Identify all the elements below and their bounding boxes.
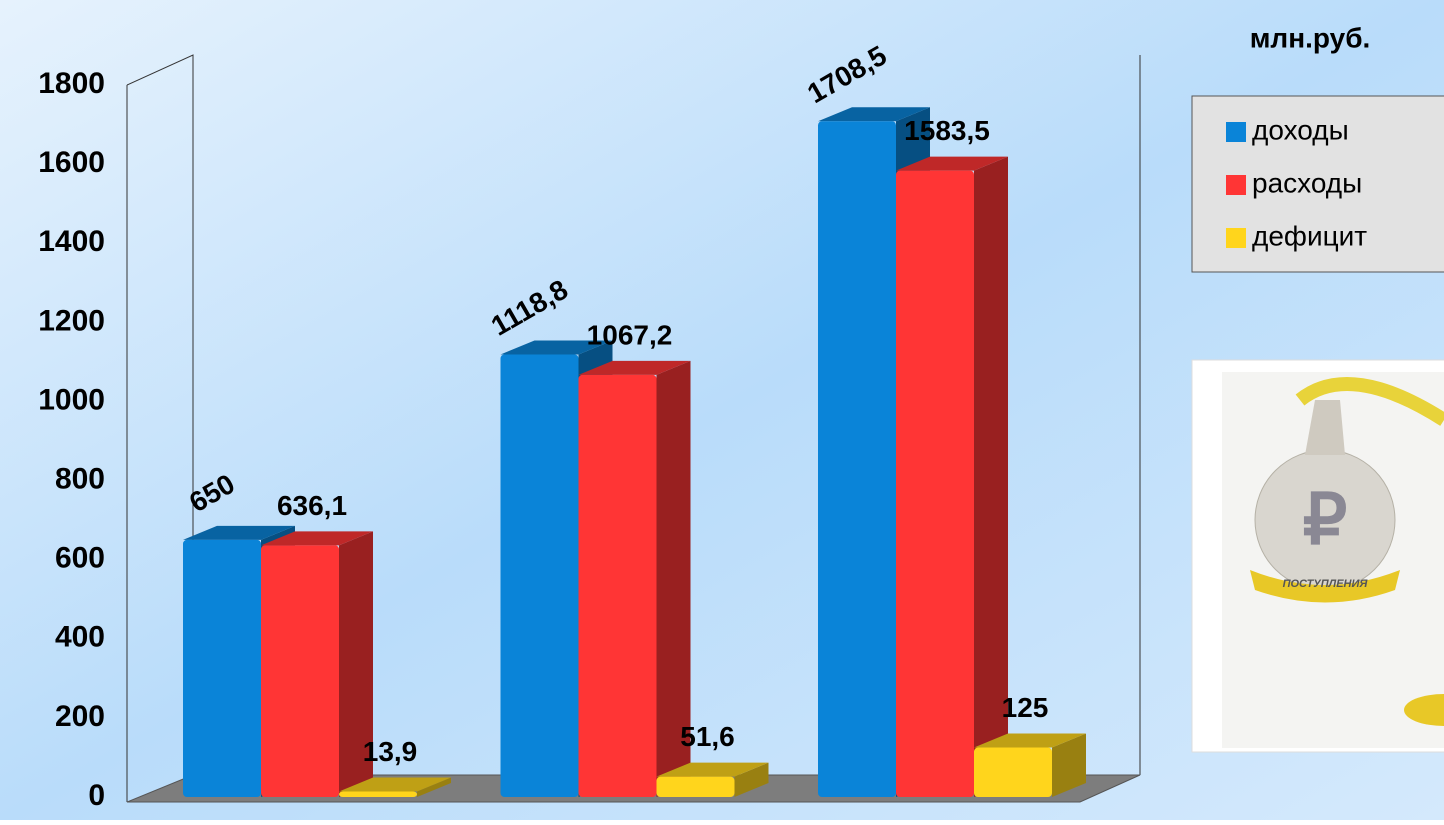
illustration: ₽ ПОСТУПЛЕНИЯ [1192, 360, 1444, 752]
bar [261, 545, 339, 797]
y-tick-label: 1200 [38, 304, 105, 337]
unit-label: млн.руб. [1250, 22, 1371, 53]
value-label: 125 [1002, 692, 1049, 723]
y-tick-label: 1800 [38, 67, 105, 100]
bar [579, 375, 657, 797]
page: млн.руб. 0 200 400 600 800 1000 1200 1400 1600 18… [0, 0, 1444, 825]
legend-swatch [1226, 122, 1246, 142]
bar [339, 792, 417, 797]
value-label: 51,6 [680, 721, 735, 752]
value-label: 1067,2 [587, 319, 673, 350]
ruble-sign: ₽ [1303, 480, 1348, 558]
value-label: 1583,5 [904, 115, 990, 146]
bar [183, 540, 261, 797]
bar [818, 121, 896, 797]
legend-swatch [1226, 228, 1246, 248]
y-tick-label: 0 [88, 779, 105, 812]
value-label: 13,9 [363, 736, 418, 767]
bar [657, 777, 735, 797]
image-text: ПОСТУПЛЕНИЯ [1283, 578, 1369, 590]
y-tick-label: 600 [55, 542, 105, 575]
y-tick-label: 1000 [38, 383, 105, 416]
value-label: 636,1 [277, 490, 347, 521]
legend-label: дефицит [1252, 220, 1367, 251]
y-tick-label: 800 [55, 462, 105, 495]
bar [501, 354, 579, 797]
legend-label: доходы [1252, 114, 1349, 145]
y-tick-label: 400 [55, 621, 105, 654]
chart: млн.руб. 0 200 400 600 800 1000 1200 1400 1600 18… [0, 0, 1444, 820]
y-tick-label: 1600 [38, 146, 105, 179]
y-tick-label: 1400 [38, 225, 105, 258]
legend-swatch [1226, 175, 1246, 195]
y-tick-label: 200 [55, 700, 105, 733]
bar [896, 171, 974, 797]
legend-label: расходы [1252, 167, 1362, 198]
bar [974, 748, 1052, 797]
